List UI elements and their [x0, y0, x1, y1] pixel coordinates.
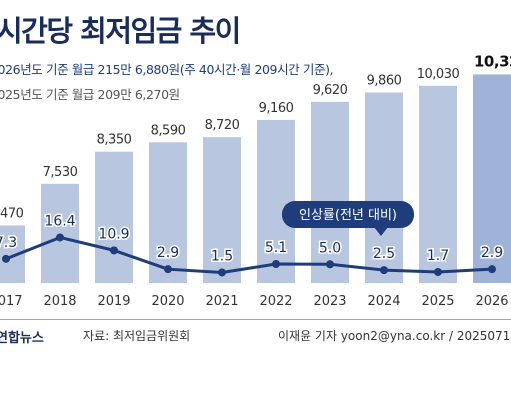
rate-point-2017 [2, 254, 10, 263]
footer: 연합뉴스 자료: 최저임금위원회 이재윤 기자 yoon2@yna.co.kr … [0, 319, 511, 348]
reporter-credit: 이재윤 기자 yoon2@yna.co.kr / 20250711 [278, 329, 511, 343]
rate-label-2025: 1.7 [427, 248, 449, 264]
legend-label: 인상률(전년 대비) [299, 208, 397, 223]
x-tick-2019: 2019 [97, 294, 130, 309]
subtitle-2026-monthly: 2026년도 기준 월급 215만 6,880원(주 40시간·월 209시간 … [0, 62, 334, 77]
x-tick-2020: 2020 [151, 294, 184, 309]
bar-2026 [473, 74, 511, 284]
rate-label-2024: 2.5 [373, 246, 395, 262]
x-tick-2025: 2025 [421, 294, 454, 309]
bar-2025 [419, 85, 457, 283]
subtitle-2025-monthly: 2025년도 기준 월급 209만 6,270원 [0, 87, 180, 102]
rate-label-2020: 2.9 [157, 245, 179, 261]
legend-pointer [374, 227, 388, 236]
x-tick-2024: 2024 [367, 294, 400, 309]
bar-value-label-2021: 8,720 [205, 118, 240, 133]
bar-2024 [365, 92, 403, 283]
bar-2019 [95, 151, 133, 283]
x-tick-2018: 2018 [43, 294, 76, 309]
x-tick-2021: 2021 [205, 294, 238, 309]
x-tick-2017: 2017 [0, 294, 23, 309]
bar-value-label-2018: 7,530 [43, 165, 78, 180]
bar-2023 [311, 101, 349, 284]
rate-point-2021 [218, 268, 226, 277]
bar-value-label-2017: 6,470 [0, 206, 24, 221]
legend-callout [282, 201, 414, 228]
rate-point-2019 [110, 246, 118, 255]
rate-label-2017: 7.3 [0, 235, 17, 251]
rate-label-2021: 1.5 [211, 248, 233, 264]
x-tick-2022: 2022 [259, 294, 292, 309]
bar-value-label-2026: 10,320 [474, 52, 511, 70]
rate-point-2023 [326, 260, 334, 269]
bar-2021 [203, 137, 241, 283]
rate-line [5, 235, 493, 274]
rate-label-2026: 2.9 [481, 245, 503, 261]
bar-2022 [257, 119, 295, 283]
rate-label-2022: 5.1 [265, 240, 287, 256]
rate-label-2019: 10.9 [98, 226, 129, 242]
rate-label-2018: 16.4 [44, 213, 75, 229]
bar-2020 [149, 142, 187, 283]
rate-point-2020 [164, 265, 172, 274]
bar-value-label-2025: 10,030 [417, 67, 460, 82]
rate-point-2018 [56, 233, 64, 242]
rate-label-2023: 5.0 [319, 240, 341, 256]
x-tick-2026: 2026 [475, 294, 508, 309]
bar-value-label-2019: 8,350 [97, 133, 132, 148]
chart-title: 시간당 최저임금 추이 [0, 14, 241, 48]
bar-value-label-2020: 8,590 [151, 123, 186, 138]
bar-value-label-2023: 9,620 [313, 83, 348, 98]
rate-point-2024 [380, 266, 388, 275]
bar-2018 [41, 183, 79, 283]
bar-value-label-2022: 9,160 [259, 101, 294, 116]
rate-point-2022 [272, 260, 280, 269]
minimum-wage-chart: 6,470 2017 7,530 2018 8,350 2019 8,590 2020 8,72… [0, 52, 511, 309]
x-tick-2023: 2023 [313, 294, 346, 309]
rate-point-2026 [488, 265, 496, 274]
rate-point-2025 [434, 268, 442, 277]
bar-value-label-2024: 9,860 [367, 73, 402, 88]
yonhap-logo: 연합뉴스 [0, 331, 44, 346]
source-note: 자료: 최저임금위원회 [83, 329, 191, 343]
